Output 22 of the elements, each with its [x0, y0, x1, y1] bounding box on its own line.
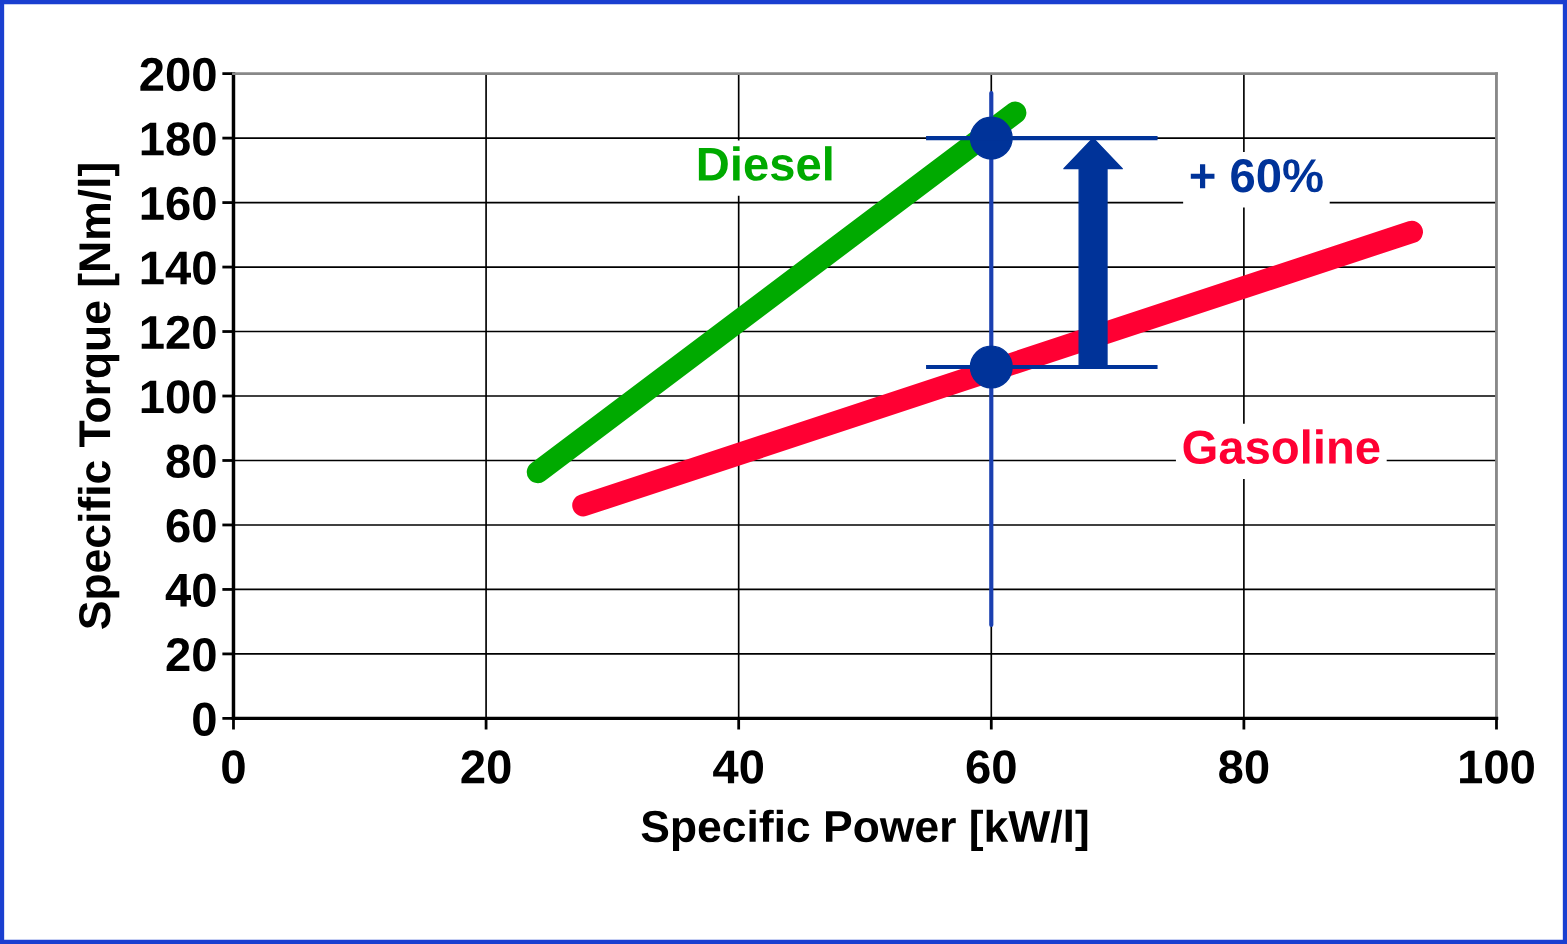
y-tick-label: 100 — [141, 380, 216, 414]
y-tick-label: 80 — [166, 444, 216, 479]
series-label: Diesel — [698, 146, 832, 181]
y-tick-label: 0 — [193, 702, 216, 736]
y-tick-label: 40 — [165, 573, 216, 608]
annotation: + 60% — [1190, 159, 1323, 193]
x-tick-label: 60 — [966, 750, 1016, 784]
y-tick-label: 200 — [140, 57, 216, 92]
x-tick-label: 20 — [461, 750, 511, 784]
y-tick-label: 160 — [141, 186, 216, 221]
x-axis-title: Specific Power [kW/l] — [641, 809, 1088, 852]
x-tick-label: 80 — [1219, 750, 1269, 784]
x-tick-label: 40 — [713, 750, 764, 784]
y-tick-label: 120 — [141, 315, 216, 350]
x-tick-label: 0 — [222, 750, 245, 784]
y-tick-label: 180 — [141, 122, 216, 156]
text: Gasoline — [1183, 429, 1380, 465]
y-axis-title: Specific Torque [Nm/l] — [77, 164, 120, 629]
y-tick-label: 20 — [166, 638, 216, 672]
y-tick-label: 60 — [166, 509, 216, 543]
x-tick-label: 100 — [1460, 750, 1534, 784]
y-tick-label: 140 — [141, 251, 216, 285]
